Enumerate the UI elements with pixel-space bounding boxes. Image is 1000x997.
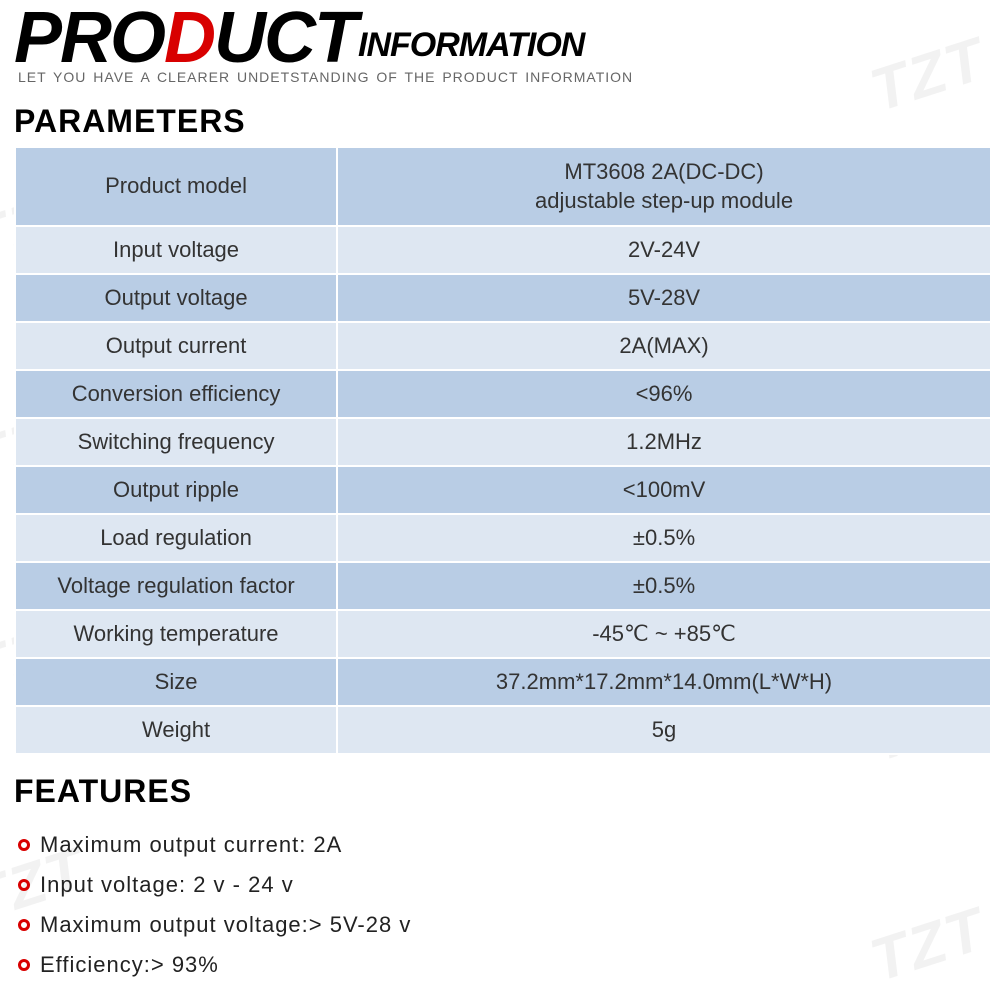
table-row: Output current2A(MAX) [15,322,991,370]
product-word-pre: PRO [14,6,164,71]
param-value: 5V-28V [337,274,991,322]
param-value: 2V-24V [337,226,991,274]
bullet-icon [18,879,30,891]
header-title: PRODUCT INFORMATION [14,6,986,71]
feature-text: Input voltage: 2 v - 24 v [40,872,294,898]
features-heading: FEATURES [14,773,1000,810]
bullet-icon [18,959,30,971]
table-row: Switching frequency1.2MHz [15,418,991,466]
param-label: Size [15,658,337,706]
feature-item: Efficiency:> 93% [18,952,1000,978]
param-label: Output ripple [15,466,337,514]
feature-item: Input voltage: 2 v - 24 v [18,872,1000,898]
parameters-heading: PARAMETERS [14,103,1000,140]
header-subtitle: LET YOU HAVE A CLEARER UNDETSTANDING OF … [18,69,986,85]
product-word: PRODUCT [14,6,356,71]
feature-text: Maximum output voltage:> 5V-28 v [40,912,411,938]
parameters-table: Product modelMT3608 2A(DC-DC) adjustable… [14,146,992,755]
table-row: Voltage regulation factor±0.5% [15,562,991,610]
param-label: Load regulation [15,514,337,562]
table-row: Input voltage2V-24V [15,226,991,274]
param-label: Working temperature [15,610,337,658]
feature-text: Efficiency:> 93% [40,952,219,978]
param-value: 1.2MHz [337,418,991,466]
table-row: Weight5g [15,706,991,754]
header: PRODUCT INFORMATION LET YOU HAVE A CLEAR… [0,0,1000,85]
feature-item: Maximum output voltage:> 5V-28 v [18,912,1000,938]
param-label: Output current [15,322,337,370]
information-word: INFORMATION [358,26,584,65]
bullet-icon [18,919,30,931]
param-value: ±0.5% [337,562,991,610]
param-value: 2A(MAX) [337,322,991,370]
param-label: Output voltage [15,274,337,322]
table-row: Output ripple<100mV [15,466,991,514]
param-value: 5g [337,706,991,754]
param-value: -45℃ ~ +85℃ [337,610,991,658]
param-value: <96% [337,370,991,418]
bullet-icon [18,839,30,851]
product-word-post: UCT [214,6,356,71]
param-label: Voltage regulation factor [15,562,337,610]
param-label: Input voltage [15,226,337,274]
table-row: Conversion efficiency<96% [15,370,991,418]
param-value: 37.2mm*17.2mm*14.0mm(L*W*H) [337,658,991,706]
features-list: Maximum output current: 2A Input voltage:… [18,832,1000,978]
param-label: Weight [15,706,337,754]
param-label: Product model [15,147,337,226]
table-row: Output voltage5V-28V [15,274,991,322]
param-value: <100mV [337,466,991,514]
param-value: ±0.5% [337,514,991,562]
param-label: Switching frequency [15,418,337,466]
param-value: MT3608 2A(DC-DC) adjustable step-up modu… [337,147,991,226]
param-label: Conversion efficiency [15,370,337,418]
table-row: Size37.2mm*17.2mm*14.0mm(L*W*H) [15,658,991,706]
table-row: Product modelMT3608 2A(DC-DC) adjustable… [15,147,991,226]
feature-item: Maximum output current: 2A [18,832,1000,858]
product-word-accent: D [164,6,214,71]
table-row: Load regulation±0.5% [15,514,991,562]
table-row: Working temperature-45℃ ~ +85℃ [15,610,991,658]
feature-text: Maximum output current: 2A [40,832,342,858]
